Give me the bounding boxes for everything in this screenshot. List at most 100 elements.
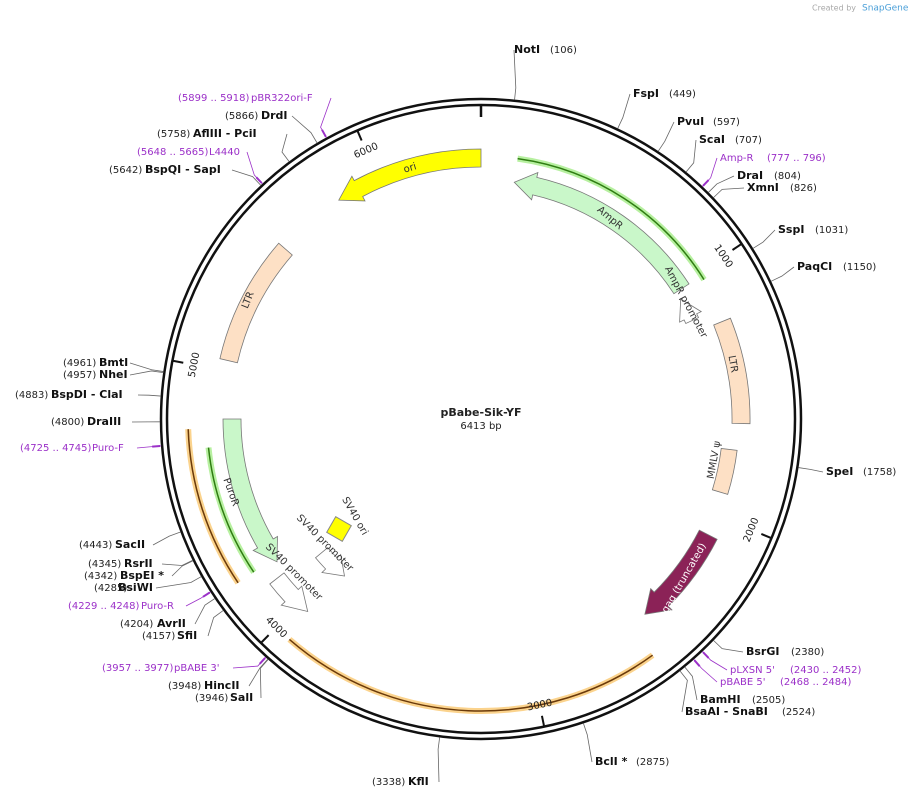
leader-line xyxy=(713,640,744,653)
leader-line xyxy=(291,115,318,144)
site-position: (4957) xyxy=(63,370,96,381)
primer-mark xyxy=(702,651,710,659)
leader-line xyxy=(137,394,161,397)
primer-range: (2468 .. 2484) xyxy=(780,677,852,688)
primer-mark xyxy=(693,659,701,667)
primer-range: (3957 .. 3977) xyxy=(102,663,174,674)
feature xyxy=(338,148,482,202)
site-name: FspI xyxy=(633,87,659,100)
leader-line xyxy=(684,666,698,701)
ruler-tick xyxy=(540,715,545,726)
feature xyxy=(644,529,718,615)
site-position: (4204) xyxy=(120,619,153,630)
ruler-label: 3000 xyxy=(526,698,553,714)
leader-line xyxy=(708,175,735,193)
site-name: BsiWI xyxy=(118,581,153,594)
leader-line xyxy=(437,737,441,783)
leader-line xyxy=(583,723,593,763)
site-name: ScaI xyxy=(699,133,725,146)
site-name: SfiI xyxy=(177,629,197,642)
ruler-tick xyxy=(260,634,270,643)
site-position: (449) xyxy=(669,89,696,100)
site-position: (5758) xyxy=(157,129,190,140)
primer-name: pLXSN 5' xyxy=(730,665,775,676)
leader-line xyxy=(171,560,194,577)
site-name: BspDI - ClaI xyxy=(51,388,123,401)
backbone-outer xyxy=(159,97,803,741)
brand: SnapGene xyxy=(862,4,909,14)
primer-mark xyxy=(702,179,710,187)
site-position: (4961) xyxy=(63,358,96,369)
feature xyxy=(711,448,738,495)
site-name: XmnI xyxy=(747,181,779,194)
plasmid-length: 6413 bp xyxy=(460,421,501,432)
site-position: (106) xyxy=(550,45,577,56)
leader-line xyxy=(231,169,262,186)
feature xyxy=(713,317,751,425)
site-position: (1150) xyxy=(843,262,876,273)
site-position: (2380) xyxy=(791,647,824,658)
feature-label: LTR xyxy=(726,355,740,374)
site-name: DraIII xyxy=(87,415,121,428)
site-position: (1758) xyxy=(863,467,896,478)
site-name: SpeI xyxy=(826,465,853,478)
site-position: (2505) xyxy=(752,695,785,706)
leader-line xyxy=(770,266,795,282)
leader-line xyxy=(685,139,697,173)
site-position: (4342) xyxy=(84,571,117,582)
orf-line xyxy=(517,157,705,280)
orf-line xyxy=(207,447,255,573)
site-name: AvrII xyxy=(157,617,186,630)
site-name: NotI xyxy=(514,43,540,56)
primer-arrow xyxy=(288,638,654,712)
leader-line xyxy=(752,229,776,249)
feature-label: ori xyxy=(402,161,418,175)
site-name: BmtI xyxy=(99,356,128,369)
site-position: (4883) xyxy=(15,390,48,401)
site-position: (4285) xyxy=(94,583,127,594)
site-name: KflI xyxy=(408,775,429,788)
feature xyxy=(314,547,345,577)
site-position: (3948) xyxy=(168,681,201,692)
site-position: (5866) xyxy=(225,111,258,122)
site-name: BclI * xyxy=(595,755,628,768)
site-name: HincII xyxy=(204,679,240,692)
site-name: NheI xyxy=(99,368,128,381)
primer-name: pBABE 3' xyxy=(174,663,220,674)
feature xyxy=(269,572,309,613)
leader-line xyxy=(657,121,675,152)
site-name: SalI xyxy=(230,691,253,704)
primer-mark xyxy=(255,176,263,184)
primer-mark xyxy=(152,444,161,448)
site-name: RsrII xyxy=(124,557,153,570)
feature xyxy=(219,242,293,364)
leader-line xyxy=(702,157,718,187)
primer-mark xyxy=(259,657,266,665)
primer-range: (4725 .. 4745) xyxy=(20,443,92,454)
site-position: (5642) xyxy=(109,165,142,176)
backbone-inner xyxy=(165,103,797,735)
leader-line xyxy=(161,559,193,566)
feature xyxy=(679,298,703,325)
site-position: (804) xyxy=(774,171,801,182)
site-name: DrdI xyxy=(261,109,288,122)
leader-line xyxy=(798,467,824,473)
leader-line xyxy=(513,49,517,100)
site-name: DraI xyxy=(737,169,763,182)
site-position: (3946) xyxy=(195,693,228,704)
plasmid-name: pBabe-Sik-YF xyxy=(440,406,521,419)
leader-line xyxy=(679,670,688,713)
site-position: (4345) xyxy=(88,559,121,570)
site-name: BsrGI xyxy=(746,645,779,658)
site-name: PvuI xyxy=(677,115,704,128)
primer-range: (777 .. 796) xyxy=(767,153,826,164)
ruler-label: 2000 xyxy=(742,516,762,544)
primer-arrow xyxy=(187,429,239,584)
site-name: PaqCI xyxy=(797,260,832,273)
leader-line xyxy=(207,610,224,637)
primer-name: L4440 xyxy=(209,147,240,158)
site-position: (826) xyxy=(790,183,817,194)
site-name: AflIII - PciI xyxy=(193,127,257,140)
leader-line xyxy=(248,658,269,687)
primer-name: Amp-R xyxy=(720,153,754,164)
